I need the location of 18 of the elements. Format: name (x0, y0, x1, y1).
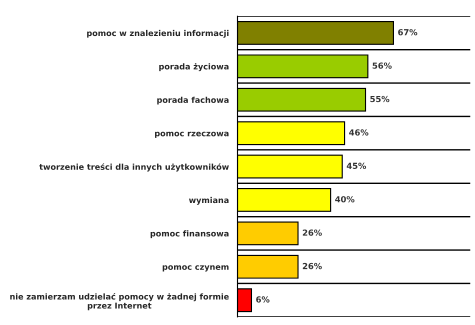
y-tick-label: porada życiowa (159, 63, 229, 72)
y-tick-label: pomoc rzeczowa (155, 132, 229, 138)
data-label: 40% (335, 196, 354, 202)
data-label: 56% (372, 62, 392, 69)
y-tick-label: wymiana (188, 196, 229, 205)
y-tick-label: pomoc finansowa (150, 230, 229, 238)
data-label: 45% (346, 162, 366, 169)
y-tick-label: nie zamierzam udzielać pomocy w żadnej formie przez Internet (10, 293, 229, 310)
data-label: 67% (398, 29, 418, 36)
data-label: 55% (370, 96, 390, 102)
y-tick-label: tworzenie treści dla innych użytkowników (39, 163, 229, 172)
data-label: 6% (256, 296, 270, 303)
y-tick-label: porada fachowa (157, 96, 229, 104)
data-label: 26% (302, 262, 322, 270)
data-label: 46% (349, 129, 368, 136)
y-tick-label: pomoc czynem (162, 265, 229, 272)
y-tick-label: pomoc w znalezieniu informacji (87, 30, 228, 38)
data-label: 26% (302, 229, 322, 236)
